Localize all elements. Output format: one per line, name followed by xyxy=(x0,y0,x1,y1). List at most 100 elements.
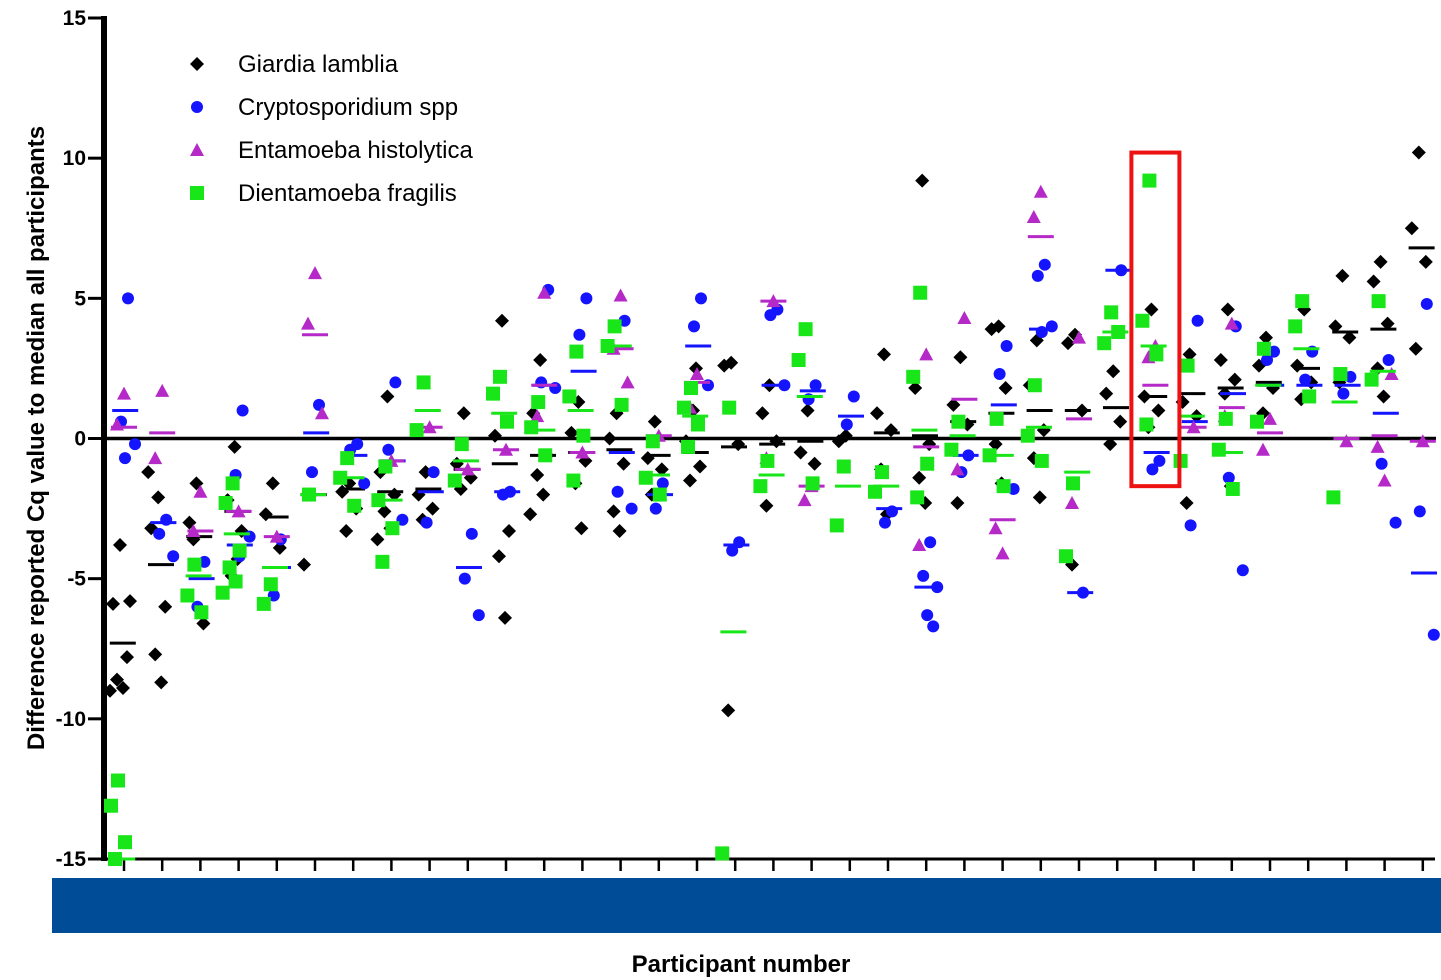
data-point-cryptosporidium-spp xyxy=(573,328,586,341)
data-point-cryptosporidium-spp xyxy=(733,536,746,549)
data-point-dientamoeba-fragilis xyxy=(1027,378,1042,393)
data-point-giardia-lamblia xyxy=(258,507,273,522)
data-point-dientamoeba-fragilis xyxy=(228,574,243,589)
data-point-dientamoeba-fragilis xyxy=(111,773,125,788)
data-point-cryptosporidium-spp xyxy=(1375,457,1388,470)
data-point-dientamoeba-fragilis xyxy=(1034,453,1049,468)
data-point-dientamoeba-fragilis xyxy=(1111,324,1126,339)
data-point-giardia-lamblia xyxy=(1099,386,1114,401)
data-point-cryptosporidium-spp xyxy=(649,502,662,515)
data-point-cryptosporidium-spp xyxy=(611,485,624,498)
data-point-cryptosporidium-spp xyxy=(119,452,131,465)
data-point-dientamoeba-fragilis xyxy=(805,476,820,491)
data-point-giardia-lamblia xyxy=(158,599,173,614)
data-point-giardia-lamblia xyxy=(113,538,127,553)
data-point-entamoeba-histolytica xyxy=(193,484,208,498)
data-point-cryptosporidium-spp xyxy=(917,569,930,582)
data-point-dientamoeba-fragilis xyxy=(920,456,935,471)
data-point-cryptosporidium-spp xyxy=(1299,373,1312,386)
data-point-giardia-lamblia xyxy=(1404,221,1419,236)
data-point-dientamoeba-fragilis xyxy=(222,560,237,575)
data-point-cryptosporidium-spp xyxy=(382,443,395,456)
data-point-dientamoeba-fragilis xyxy=(1020,428,1035,443)
data-point-dientamoeba-fragilis xyxy=(715,846,730,861)
data-point-dientamoeba-fragilis xyxy=(566,473,581,488)
data-point-dientamoeba-fragilis xyxy=(531,395,546,410)
data-point-dientamoeba-fragilis xyxy=(385,521,400,536)
data-point-giardia-lamblia xyxy=(647,414,662,429)
data-point-entamoeba-histolytica xyxy=(620,375,635,389)
data-point-cryptosporidium-spp xyxy=(122,292,134,305)
data-point-cryptosporidium-spp xyxy=(1045,320,1058,333)
data-point-entamoeba-histolytica xyxy=(315,406,329,420)
data-point-dientamoeba-fragilis xyxy=(875,465,889,480)
data-point-giardia-lamblia xyxy=(339,524,354,539)
data-point-entamoeba-histolytica xyxy=(148,451,163,465)
data-point-dientamoeba-fragilis xyxy=(378,459,393,474)
data-point-giardia-lamblia xyxy=(377,504,392,519)
data-point-cryptosporidium-spp xyxy=(656,477,669,490)
legend-marker-giardia-lamblia xyxy=(190,57,204,71)
data-point-giardia-lamblia xyxy=(116,680,130,695)
data-point-giardia-lamblia xyxy=(1227,372,1242,387)
data-point-giardia-lamblia xyxy=(498,610,512,625)
data-point-dientamoeba-fragilis xyxy=(375,554,390,569)
y-tick-label: -15 xyxy=(56,848,87,871)
data-point-giardia-lamblia xyxy=(640,451,655,466)
data-point-dientamoeba-fragilis xyxy=(1302,389,1317,404)
x-axis-tick-label-cover xyxy=(52,878,1441,933)
data-point-dientamoeba-fragilis xyxy=(302,487,316,502)
data-point-entamoeba-histolytica xyxy=(1186,420,1201,434)
data-point-entamoeba-histolytica xyxy=(950,462,965,476)
data-point-dientamoeba-fragilis xyxy=(576,428,591,443)
data-point-cryptosporidium-spp xyxy=(1153,454,1166,467)
data-point-cryptosporidium-spp xyxy=(1382,354,1395,367)
data-point-dientamoeba-fragilis xyxy=(913,285,928,300)
data-point-entamoeba-histolytica xyxy=(613,288,628,302)
data-point-giardia-lamblia xyxy=(612,524,627,539)
data-point-dientamoeba-fragilis xyxy=(215,585,230,600)
data-point-entamoeba-histolytica xyxy=(988,521,1003,535)
data-point-cryptosporidium-spp xyxy=(840,418,853,431)
data-point-giardia-lamblia xyxy=(297,557,311,572)
data-point-entamoeba-histolytica xyxy=(1065,495,1079,509)
data-point-giardia-lamblia xyxy=(1373,254,1388,269)
data-point-cryptosporidium-spp xyxy=(1035,325,1048,338)
data-point-entamoeba-histolytica xyxy=(1377,473,1392,487)
data-point-giardia-lamblia xyxy=(523,507,538,522)
data-point-entamoeba-histolytica xyxy=(117,386,131,400)
data-point-dientamoeba-fragilis xyxy=(996,479,1011,494)
data-point-dientamoeba-fragilis xyxy=(1211,442,1226,457)
legend-marker-entamoeba-histolytica xyxy=(190,143,204,156)
data-point-giardia-lamblia xyxy=(984,322,999,337)
data-point-cryptosporidium-spp xyxy=(1261,354,1273,367)
data-point-entamoeba-histolytica xyxy=(912,538,927,552)
data-point-dientamoeba-fragilis xyxy=(1104,305,1119,320)
data-point-cryptosporidium-spp xyxy=(962,449,975,462)
data-point-giardia-lamblia xyxy=(870,406,884,421)
data-point-cryptosporidium-spp xyxy=(580,292,593,305)
data-point-dientamoeba-fragilis xyxy=(104,798,118,813)
data-point-giardia-lamblia xyxy=(148,647,163,662)
data-point-giardia-lamblia xyxy=(123,594,137,609)
y-tick-label: 5 xyxy=(74,287,86,310)
data-point-cryptosporidium-spp xyxy=(497,488,509,501)
data-point-giardia-lamblia xyxy=(759,498,774,513)
data-point-cryptosporidium-spp xyxy=(695,292,707,305)
data-point-dientamoeba-fragilis xyxy=(486,386,500,401)
data-point-dientamoeba-fragilis xyxy=(416,375,431,390)
data-point-dientamoeba-fragilis xyxy=(1180,358,1195,373)
data-point-cryptosporidium-spp xyxy=(427,466,440,479)
data-point-cryptosporidium-spp xyxy=(129,438,141,451)
y-tick-label: 15 xyxy=(63,7,87,30)
data-point-giardia-lamblia xyxy=(800,403,815,418)
data-point-entamoeba-histolytica xyxy=(186,524,201,538)
data-point-entamoeba-histolytica xyxy=(1384,367,1399,381)
data-point-giardia-lamblia xyxy=(141,465,156,480)
data-point-giardia-lamblia xyxy=(877,347,891,362)
data-point-giardia-lamblia xyxy=(103,683,117,698)
data-point-giardia-lamblia xyxy=(1213,353,1228,368)
data-point-giardia-lamblia xyxy=(950,495,965,510)
data-point-giardia-lamblia xyxy=(1106,364,1121,379)
data-point-dientamoeba-fragilis xyxy=(447,473,462,488)
